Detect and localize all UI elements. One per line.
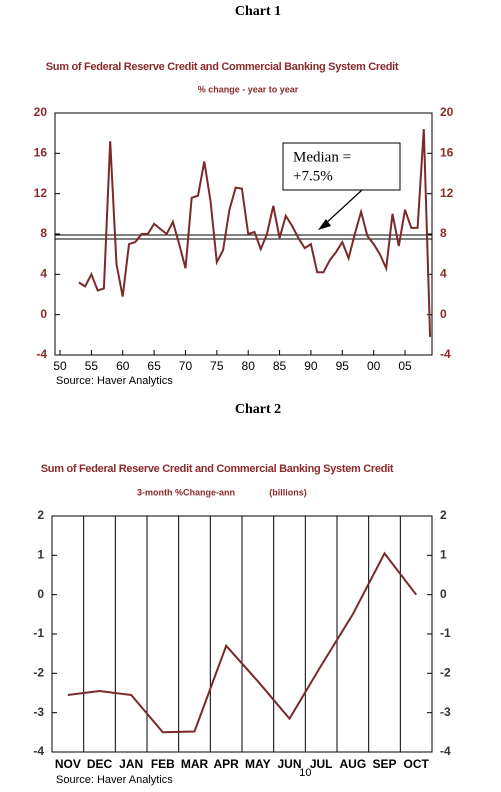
x-tick-label: AUG [339,757,366,771]
chart-heading: Chart 1 [235,4,281,19]
y-tick-label: -1 [33,626,44,640]
x-tick-label: 50 [53,359,67,373]
chart-subtitle: 3-month %Change-ann [137,487,235,497]
y-tick-label: 20 [34,105,48,119]
y2-tick-label: -1 [440,626,451,640]
data-line [78,129,432,337]
source: Source: Haver Analytics [56,375,173,387]
x-tick-label: JAN [119,757,143,771]
y2-tick-label: -2 [440,666,451,680]
y-tick-label: 0 [40,307,47,321]
y-tick-label: 0 [37,587,44,601]
x-tick-label: DEC [87,757,113,771]
y2-tick-label: 8 [440,226,447,240]
y-tick-label: 8 [40,226,47,240]
y2-tick-label: 12 [440,186,454,200]
x-tick-label: FEB [151,757,175,771]
y2-tick-label: 1 [440,548,447,562]
y2-tick-label: 4 [440,267,447,281]
y-tick-label: 4 [40,267,47,281]
chart-title: Sum of Federal Reserve Credit and Commer… [41,463,394,475]
chart-subtitle: % change - year to year [198,84,299,94]
chart-subtitle: (billions) [269,487,307,497]
x-tick-label: MAY [245,757,271,771]
y2-tick-label: -3 [440,705,451,719]
y2-tick-label: 2 [440,508,447,522]
chart-title: Sum of Federal Reserve Credit and Commer… [46,61,399,73]
x-tick-label: NOV [55,757,81,771]
x-tick-label: APR [213,757,239,771]
annotation-box [282,142,401,191]
y-tick-label: 1 [37,548,44,562]
annotation: Median = [293,149,351,165]
annotation-arrow [323,189,363,226]
x-tick-label: 85 [273,359,287,373]
x-tick-label: 60 [116,359,130,373]
y-tick-label: -3 [33,705,44,719]
x-tick-label: 55 [85,359,99,373]
y-tick-label: -2 [33,666,44,680]
y2-tick-label: 16 [440,146,454,160]
y2-tick-label: -4 [440,744,451,758]
x-tick-label: 05 [398,359,412,373]
year-label: 10 [299,767,311,779]
arrow-head [318,219,331,230]
x-tick-label: 90 [304,359,318,373]
x-tick-label: OCT [403,757,429,771]
x-tick-label: JUN [277,757,301,771]
y-tick-label: 2 [37,508,44,522]
y2-tick-label: -4 [440,347,451,361]
annotation: +7.5% [293,168,333,184]
source: Source: Haver Analytics [56,774,173,786]
x-tick-label: 70 [179,359,193,373]
x-tick-label: 95 [336,359,350,373]
x-tick-label: JUL [310,757,333,771]
y-tick-label: -4 [36,347,47,361]
data-line [67,551,417,734]
y-tick-label: 16 [34,146,48,160]
x-tick-label: 00 [367,359,381,373]
y-tick-label: 12 [34,186,48,200]
y2-tick-label: 0 [440,307,447,321]
x-tick-label: 80 [242,359,256,373]
x-tick-label: 65 [147,359,161,373]
y2-tick-label: 20 [440,105,454,119]
y2-tick-label: 0 [440,587,447,601]
chart-heading: Chart 2 [235,402,281,417]
x-tick-label: SEP [372,757,396,771]
y-tick-label: -4 [33,744,44,758]
x-tick-label: 75 [210,359,224,373]
x-tick-label: MAR [181,757,209,771]
